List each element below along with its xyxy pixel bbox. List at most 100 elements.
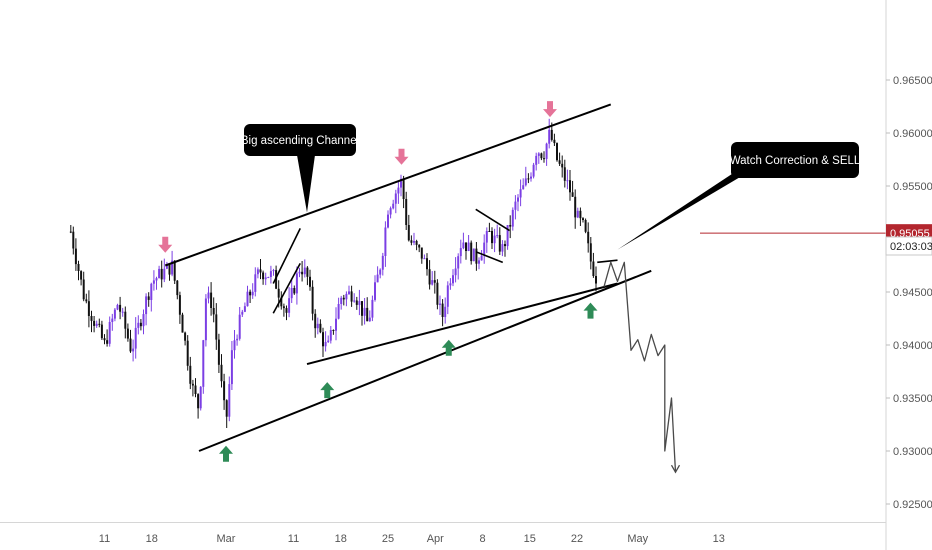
candle: [418, 244, 421, 253]
candle: [384, 221, 387, 267]
candle: [202, 339, 205, 394]
pattern-line[interactable]: [475, 208, 510, 232]
candle: [217, 333, 220, 373]
x-tick-label: Mar: [217, 533, 236, 545]
candle: [199, 386, 202, 411]
candles-layer: [69, 118, 597, 428]
candle: [394, 189, 397, 214]
price-axis[interactable]: 0.965000.960000.955000.950000.945000.940…: [885, 75, 932, 511]
candle: [98, 318, 101, 328]
candle: [488, 222, 491, 232]
x-tick-label: 22: [571, 533, 583, 545]
y-tick-label: 0.96000: [893, 128, 932, 140]
candle: [387, 210, 389, 229]
pattern-line[interactable]: [272, 228, 301, 284]
candle: [462, 232, 465, 250]
candle: [119, 296, 122, 320]
x-tick-label: 25: [382, 533, 394, 545]
countdown-label: 02:03:03: [890, 241, 932, 253]
candle: [587, 222, 590, 253]
candle: [327, 335, 330, 343]
callout-pointer: [297, 155, 315, 213]
candle: [230, 341, 233, 390]
candle: [431, 271, 434, 286]
candle: [337, 297, 340, 320]
candle: [569, 170, 571, 201]
callout-text: Watch Correction & SELL: [730, 155, 861, 167]
upper-channel-line[interactable]: [164, 103, 612, 267]
callout-channel[interactable]: Big ascending Channel: [241, 124, 359, 213]
candle: [106, 329, 109, 347]
candle: [254, 267, 257, 297]
candle: [563, 159, 566, 188]
candle: [137, 315, 140, 335]
callout-text: Big ascending Channel: [241, 135, 359, 147]
candle: [111, 313, 114, 331]
candle: [446, 281, 449, 315]
candle: [491, 227, 493, 249]
candle: [545, 142, 548, 166]
candle: [72, 226, 75, 255]
candle: [522, 178, 525, 190]
candle: [280, 291, 283, 310]
candle: [173, 260, 176, 284]
candle: [316, 317, 319, 335]
candle: [184, 331, 187, 346]
candle: [113, 308, 116, 322]
candle: [410, 235, 413, 246]
candle: [191, 379, 194, 397]
pattern-line[interactable]: [272, 262, 301, 314]
candle: [241, 309, 244, 317]
candle: [295, 266, 298, 305]
candle: [514, 195, 517, 220]
candle: [124, 306, 127, 339]
markers-layer: [158, 101, 598, 462]
candle: [374, 275, 376, 302]
candle: [194, 378, 197, 398]
candle: [142, 309, 145, 335]
candle: [350, 285, 353, 307]
candle: [483, 234, 486, 264]
candle: [126, 323, 129, 342]
candle: [152, 270, 155, 291]
time-axis[interactable]: 11 18 Mar 11 18 25 Apr 8 15 22 May 13: [99, 533, 725, 545]
lower-channel-line[interactable]: [198, 269, 652, 452]
candle: [444, 297, 447, 324]
candle: [498, 227, 501, 255]
candle: [527, 173, 530, 184]
candle: [332, 329, 335, 335]
candle: [189, 356, 192, 390]
y-tick-label: 0.93000: [893, 446, 932, 458]
candle: [303, 259, 306, 278]
candle: [139, 319, 142, 331]
inner-support-line[interactable]: [306, 282, 618, 366]
candle: [413, 232, 415, 246]
candle: [517, 194, 519, 212]
annotations-layer: Big ascending Channel Watch Correction & …: [241, 124, 861, 250]
candle: [340, 295, 343, 310]
pattern-line[interactable]: [475, 250, 504, 264]
candle: [267, 276, 270, 279]
candle: [400, 174, 402, 197]
candle: [178, 291, 181, 324]
candle: [93, 316, 96, 333]
candle: [301, 261, 304, 282]
candle: [574, 189, 577, 229]
callout-box: [731, 142, 859, 178]
candle: [225, 399, 228, 428]
callout-sell[interactable]: Watch Correction & SELL: [617, 142, 861, 250]
candle: [314, 309, 317, 338]
candle: [319, 319, 322, 334]
candle: [459, 239, 462, 264]
candle: [309, 269, 311, 291]
pattern-line[interactable]: [597, 259, 618, 264]
candle: [420, 247, 423, 264]
down-arrow-icon: [158, 236, 173, 253]
candle: [504, 240, 506, 257]
candle: [324, 331, 327, 352]
candle: [371, 295, 374, 322]
candle: [475, 242, 478, 271]
x-tick-label: 18: [335, 533, 347, 545]
